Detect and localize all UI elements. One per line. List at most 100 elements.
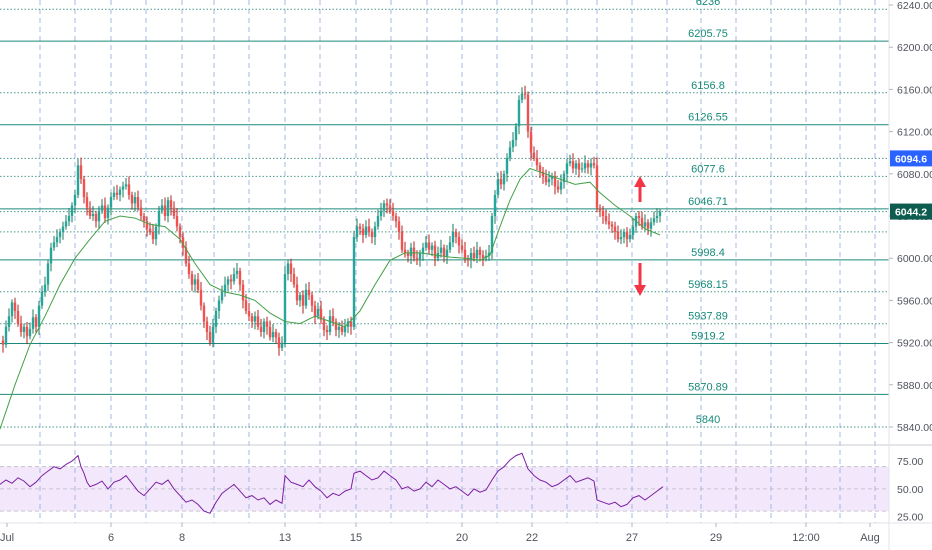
candle-body <box>106 207 110 219</box>
candle-body <box>505 157 509 174</box>
candle-body <box>25 326 29 337</box>
candle-body <box>58 231 62 238</box>
candle-body <box>379 210 383 216</box>
price-axis[interactable]: 6240.006200.006160.006120.006080.006040.… <box>889 0 932 434</box>
candle-body <box>139 207 143 216</box>
candle-body <box>640 218 644 227</box>
candle-body <box>79 165 83 180</box>
level-label: 6156.8 <box>691 80 725 92</box>
candle-body <box>391 210 395 216</box>
candle-body <box>310 295 314 306</box>
candle-body <box>526 94 530 132</box>
y-tick-label: 6160.00 <box>897 84 932 96</box>
candle-body <box>520 93 524 100</box>
candle-body <box>466 258 470 261</box>
candle-body <box>280 342 284 348</box>
candle-body <box>364 226 368 235</box>
candle-body <box>415 258 419 261</box>
candle-body <box>403 249 407 253</box>
candle-body <box>61 226 65 232</box>
time-axis[interactable]: Jul 6 8 13 15 20 22 27 29 12:00 Aug <box>0 523 880 544</box>
candle-body <box>409 247 413 257</box>
candle-body <box>163 205 167 216</box>
candle-body <box>355 226 359 238</box>
candle-body <box>34 317 38 327</box>
candle-body <box>529 131 533 153</box>
candle-body <box>565 163 569 174</box>
candle-body <box>586 163 590 168</box>
candle-body <box>97 210 101 222</box>
candle-body <box>37 305 41 327</box>
candle-body <box>553 175 557 187</box>
candle-body <box>298 295 302 301</box>
candle-body <box>622 231 626 238</box>
candle-body <box>124 184 128 187</box>
price-badge-label: 6094.6 <box>895 153 927 165</box>
candle-body <box>7 316 11 327</box>
candle-body <box>133 197 137 204</box>
candle-body <box>262 321 266 333</box>
candle-body <box>496 179 500 195</box>
candle-body <box>394 216 398 222</box>
candle-body <box>46 263 50 285</box>
level-label: 5870.89 <box>688 381 728 393</box>
candle-body <box>544 175 548 183</box>
candle-body <box>517 99 521 127</box>
candle-body <box>613 226 617 232</box>
candle-body <box>331 316 335 322</box>
candle-body <box>136 197 140 208</box>
candle-body <box>610 224 614 227</box>
candle-body <box>646 222 650 229</box>
candle-body <box>271 332 275 338</box>
x-tick-label: 22 <box>526 532 538 544</box>
x-tick-label: Aug <box>860 532 880 544</box>
candle-body <box>304 289 308 306</box>
x-tick-label: 8 <box>179 532 185 544</box>
candle-body <box>121 186 125 190</box>
candle-body <box>244 300 248 311</box>
candle-body <box>463 249 467 259</box>
candle-body <box>337 326 341 330</box>
candle-body <box>511 140 515 148</box>
candle-body <box>154 226 158 240</box>
candle-body <box>406 252 410 257</box>
candle-body <box>88 207 92 216</box>
candle-body <box>94 213 98 222</box>
level-label: 5919.2 <box>691 330 725 342</box>
candle-body <box>184 247 188 264</box>
candle-body <box>211 326 215 343</box>
candle-body <box>469 252 473 261</box>
x-tick-label: Jul <box>0 532 14 544</box>
candle-body <box>502 173 506 185</box>
candle-body <box>1 340 5 345</box>
candle-body <box>43 284 47 292</box>
candle-body <box>70 205 74 216</box>
candle-body <box>577 163 581 170</box>
candle-body <box>31 317 35 329</box>
candle-body <box>196 279 200 290</box>
candle-body <box>361 228 365 235</box>
candle-body <box>454 231 458 238</box>
candle-body <box>559 182 563 190</box>
candle-body <box>340 326 344 333</box>
candle-body <box>493 194 497 216</box>
candle-body <box>220 291 224 301</box>
candle-body <box>637 216 641 219</box>
candle-body <box>445 249 449 257</box>
candle-body <box>55 237 59 243</box>
candle-body <box>571 161 575 169</box>
candle-body <box>430 245 434 250</box>
candle-body <box>229 279 233 282</box>
candle-body <box>631 226 635 235</box>
candle-body <box>460 245 464 250</box>
level-label: 5968.15 <box>688 279 728 291</box>
candle-body <box>322 319 326 330</box>
x-tick-label: 20 <box>456 532 468 544</box>
y-tick-label: 5880.00 <box>897 380 932 392</box>
candle-body <box>448 242 452 250</box>
candle-body <box>451 231 455 243</box>
candle-body <box>169 200 173 208</box>
x-tick-label: 6 <box>108 532 114 544</box>
